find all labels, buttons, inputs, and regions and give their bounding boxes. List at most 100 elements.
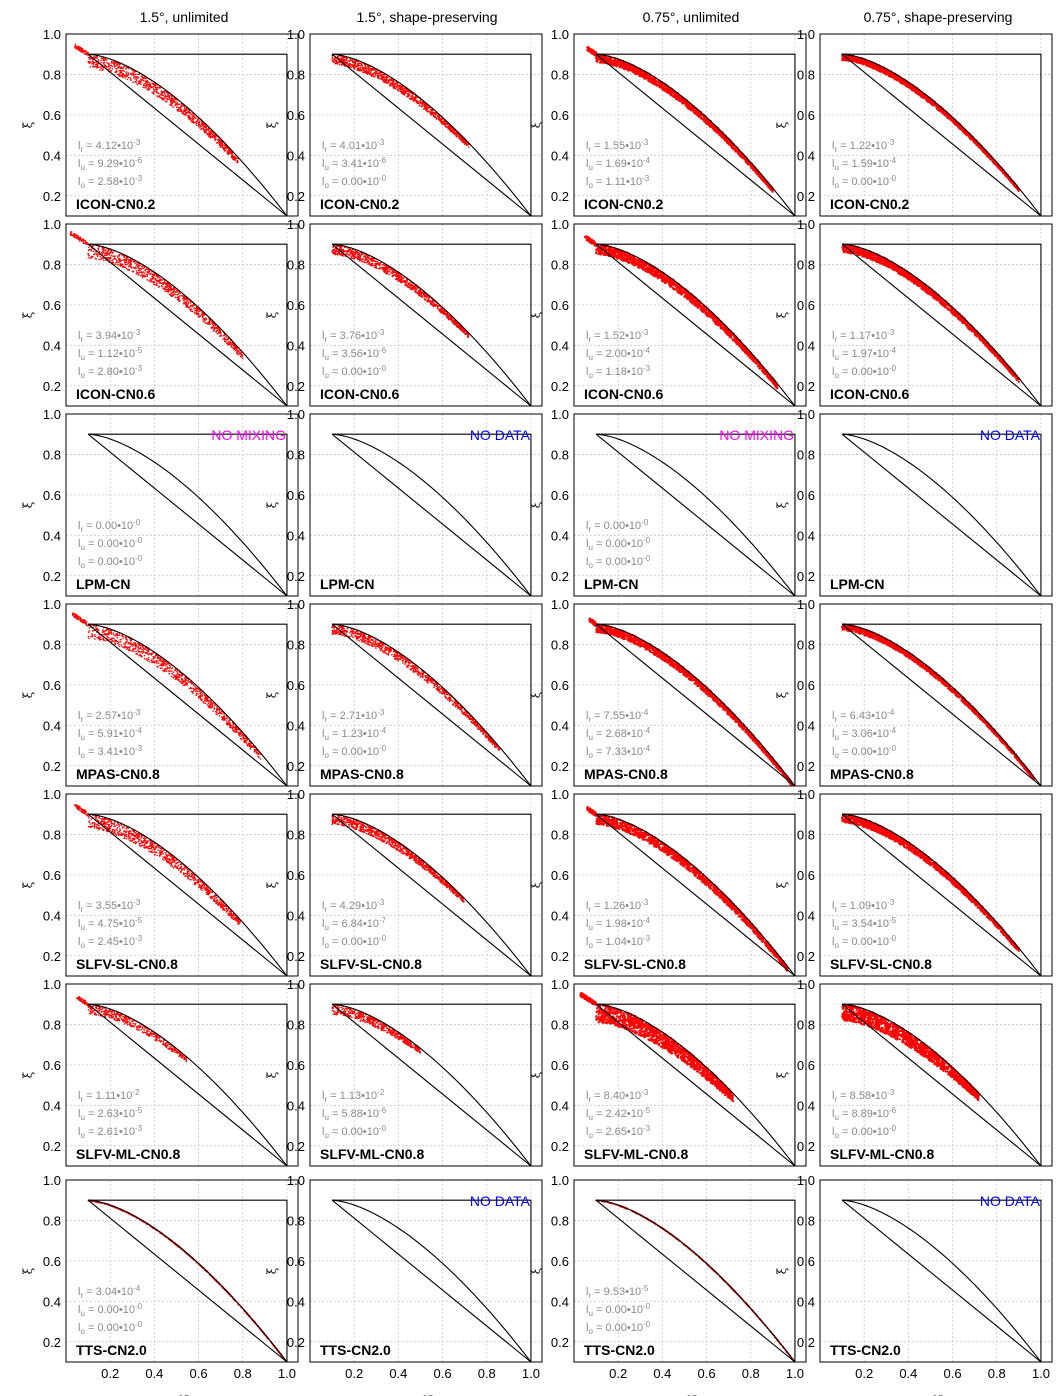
data-point bbox=[111, 65, 114, 68]
data-point bbox=[197, 122, 199, 124]
data-point bbox=[357, 60, 359, 63]
data-point bbox=[204, 126, 206, 129]
data-point bbox=[435, 118, 438, 120]
data-point bbox=[132, 74, 135, 76]
data-point bbox=[429, 108, 432, 111]
data-point bbox=[106, 62, 108, 64]
data-point bbox=[146, 83, 149, 86]
data-point bbox=[669, 90, 673, 93]
upper-curve bbox=[332, 53, 532, 217]
data-point bbox=[422, 101, 424, 104]
data-point bbox=[712, 125, 715, 128]
data-point bbox=[420, 101, 422, 104]
data-point bbox=[373, 75, 376, 78]
data-point bbox=[233, 157, 236, 160]
data-point bbox=[710, 125, 713, 128]
data-point bbox=[331, 56, 334, 58]
data-point bbox=[223, 148, 225, 151]
y-tick-label: 1.0 bbox=[551, 27, 569, 42]
data-point bbox=[374, 72, 377, 75]
data-point bbox=[586, 49, 589, 52]
data-point bbox=[89, 66, 92, 68]
data-point bbox=[934, 104, 937, 107]
data-point bbox=[926, 99, 929, 102]
data-point bbox=[392, 84, 394, 87]
data-point bbox=[448, 128, 451, 131]
data-point bbox=[167, 93, 170, 96]
data-point bbox=[434, 115, 437, 118]
data-point bbox=[647, 79, 650, 82]
data-point bbox=[962, 130, 965, 134]
data-point bbox=[144, 80, 147, 82]
bound-box bbox=[842, 53, 1042, 216]
data-point bbox=[379, 71, 382, 74]
data-point bbox=[166, 95, 169, 98]
data-point bbox=[641, 74, 645, 77]
data-point bbox=[172, 97, 174, 100]
data-point bbox=[144, 86, 146, 89]
mixing-diagnostic: lr = 4.01•10-3 bbox=[322, 138, 385, 154]
data-point bbox=[116, 73, 119, 76]
data-point bbox=[188, 116, 191, 118]
data-point bbox=[202, 125, 205, 128]
data-point bbox=[399, 87, 402, 89]
data-point bbox=[885, 70, 889, 74]
data-point bbox=[110, 64, 113, 67]
data-point bbox=[634, 70, 637, 73]
data-point bbox=[853, 58, 856, 61]
data-point bbox=[132, 72, 134, 74]
data-point bbox=[188, 307, 190, 309]
data-point bbox=[134, 78, 136, 80]
y-tick-label: 0.6 bbox=[43, 108, 61, 123]
data-point bbox=[953, 123, 957, 126]
panel-frame bbox=[309, 33, 543, 217]
y-tick-label: 0.8 bbox=[797, 67, 815, 82]
data-point bbox=[658, 81, 661, 84]
data-point bbox=[756, 172, 760, 175]
data-point bbox=[388, 78, 391, 80]
data-point bbox=[127, 67, 130, 70]
data-point bbox=[443, 120, 446, 123]
data-point bbox=[119, 67, 122, 70]
data-point bbox=[345, 58, 348, 61]
data-point bbox=[102, 59, 105, 62]
data-point bbox=[714, 128, 717, 131]
data-point bbox=[943, 112, 946, 116]
data-point bbox=[360, 63, 363, 66]
data-point bbox=[406, 95, 409, 98]
data-point bbox=[761, 179, 765, 182]
data-point bbox=[449, 125, 452, 128]
data-point bbox=[391, 81, 393, 84]
data-point bbox=[683, 99, 687, 102]
data-point bbox=[889, 73, 892, 76]
data-point bbox=[132, 70, 135, 72]
data-point bbox=[625, 66, 628, 70]
data-point bbox=[204, 130, 206, 132]
data-point bbox=[618, 66, 622, 69]
data-point bbox=[417, 102, 420, 105]
data-point bbox=[190, 117, 192, 120]
data-point bbox=[101, 69, 104, 72]
data-point bbox=[722, 135, 725, 138]
data-point bbox=[117, 67, 120, 69]
data-point bbox=[450, 130, 453, 133]
data-point bbox=[891, 76, 895, 79]
data-point bbox=[160, 90, 163, 92]
data-point bbox=[88, 62, 91, 65]
data-point bbox=[89, 257, 92, 260]
data-point bbox=[152, 91, 155, 93]
data-point bbox=[153, 90, 156, 93]
data-point bbox=[458, 135, 461, 138]
data-point bbox=[134, 73, 136, 76]
data-point bbox=[937, 109, 941, 112]
data-point bbox=[175, 106, 178, 108]
data-point bbox=[115, 69, 118, 72]
data-point bbox=[771, 190, 774, 193]
data-point bbox=[348, 59, 350, 62]
data-point bbox=[113, 62, 116, 65]
data-point bbox=[591, 51, 594, 55]
data-point bbox=[640, 70, 643, 73]
data-point bbox=[410, 95, 413, 98]
y-tick-label: 0.6 bbox=[287, 108, 305, 123]
data-point bbox=[176, 101, 178, 103]
